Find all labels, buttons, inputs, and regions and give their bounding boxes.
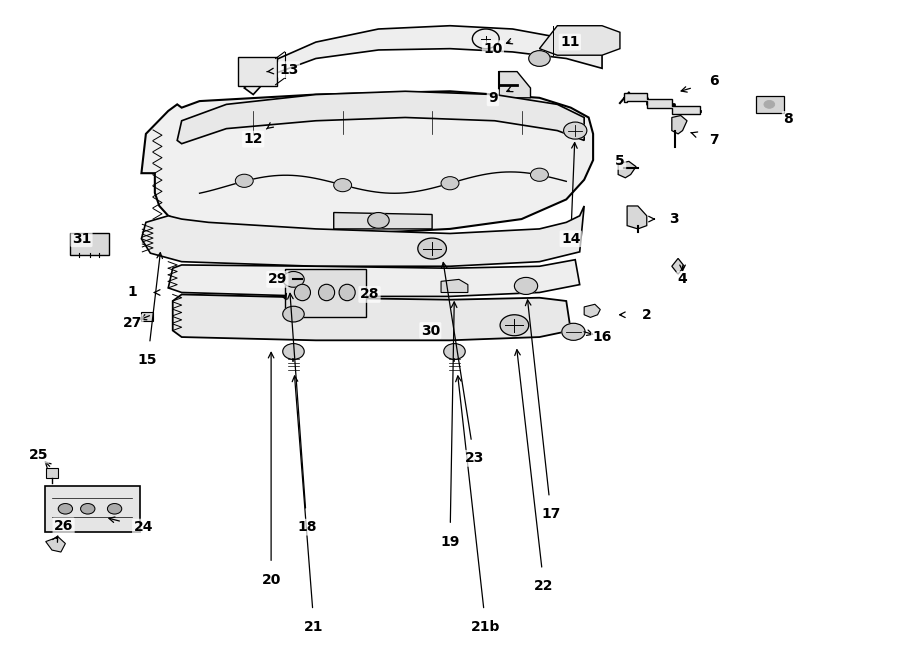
- Text: 29: 29: [267, 272, 287, 286]
- Circle shape: [283, 272, 304, 288]
- Polygon shape: [141, 312, 153, 321]
- Text: 8: 8: [783, 112, 793, 126]
- Text: 16: 16: [592, 330, 612, 344]
- Text: 21: 21: [304, 620, 324, 634]
- Circle shape: [235, 175, 253, 187]
- Ellipse shape: [294, 284, 310, 301]
- Text: 18: 18: [297, 520, 317, 534]
- Circle shape: [107, 504, 122, 514]
- Text: 20: 20: [261, 572, 281, 586]
- Text: 22: 22: [535, 579, 554, 593]
- Polygon shape: [177, 91, 584, 143]
- Circle shape: [530, 168, 548, 181]
- Text: 2: 2: [642, 308, 652, 322]
- Text: 3: 3: [669, 212, 679, 226]
- Text: 24: 24: [133, 520, 153, 534]
- Circle shape: [283, 306, 304, 322]
- Text: 10: 10: [483, 42, 502, 56]
- Circle shape: [764, 100, 775, 108]
- Ellipse shape: [339, 284, 356, 301]
- Polygon shape: [334, 213, 432, 229]
- FancyBboxPatch shape: [45, 486, 140, 532]
- Text: 17: 17: [542, 507, 561, 521]
- Circle shape: [58, 504, 73, 514]
- Circle shape: [444, 344, 465, 360]
- Circle shape: [528, 51, 550, 66]
- Text: 7: 7: [709, 134, 719, 147]
- Circle shape: [81, 504, 94, 514]
- Text: 19: 19: [440, 535, 460, 549]
- FancyBboxPatch shape: [238, 58, 277, 86]
- Polygon shape: [141, 91, 593, 233]
- Polygon shape: [671, 258, 684, 274]
- Circle shape: [562, 323, 585, 340]
- Circle shape: [283, 344, 304, 360]
- Text: 28: 28: [360, 288, 379, 301]
- Circle shape: [515, 278, 537, 294]
- Polygon shape: [539, 26, 620, 56]
- Polygon shape: [173, 294, 571, 340]
- Text: 14: 14: [561, 232, 581, 246]
- Polygon shape: [627, 206, 647, 229]
- Text: 15: 15: [138, 353, 157, 367]
- Polygon shape: [584, 304, 600, 317]
- Polygon shape: [618, 161, 636, 178]
- Circle shape: [418, 238, 446, 259]
- Polygon shape: [671, 116, 687, 134]
- Text: 25: 25: [29, 448, 49, 462]
- Text: 5: 5: [615, 155, 625, 169]
- FancyBboxPatch shape: [70, 233, 109, 255]
- Polygon shape: [244, 26, 602, 95]
- Text: 11: 11: [560, 35, 580, 49]
- Circle shape: [368, 213, 389, 228]
- Circle shape: [563, 122, 587, 139]
- Text: 9: 9: [488, 91, 498, 105]
- Polygon shape: [441, 280, 468, 292]
- Polygon shape: [625, 93, 700, 114]
- Circle shape: [500, 315, 528, 336]
- Ellipse shape: [319, 284, 335, 301]
- Polygon shape: [500, 71, 530, 98]
- Polygon shape: [141, 206, 584, 266]
- Circle shape: [334, 178, 352, 192]
- Text: 30: 30: [420, 323, 440, 338]
- FancyBboxPatch shape: [756, 96, 784, 113]
- Text: 21b: 21b: [471, 620, 500, 634]
- Text: 4: 4: [678, 272, 688, 286]
- Text: 1: 1: [128, 286, 138, 299]
- FancyBboxPatch shape: [285, 269, 366, 317]
- Text: 27: 27: [122, 316, 142, 330]
- Text: 23: 23: [464, 451, 484, 465]
- Polygon shape: [168, 260, 580, 296]
- Text: 12: 12: [244, 132, 263, 146]
- Text: 13: 13: [279, 63, 299, 77]
- Polygon shape: [46, 537, 66, 552]
- Text: 31: 31: [72, 232, 91, 246]
- Circle shape: [441, 176, 459, 190]
- Polygon shape: [46, 468, 58, 478]
- Text: 6: 6: [709, 75, 719, 89]
- Text: 26: 26: [54, 519, 73, 533]
